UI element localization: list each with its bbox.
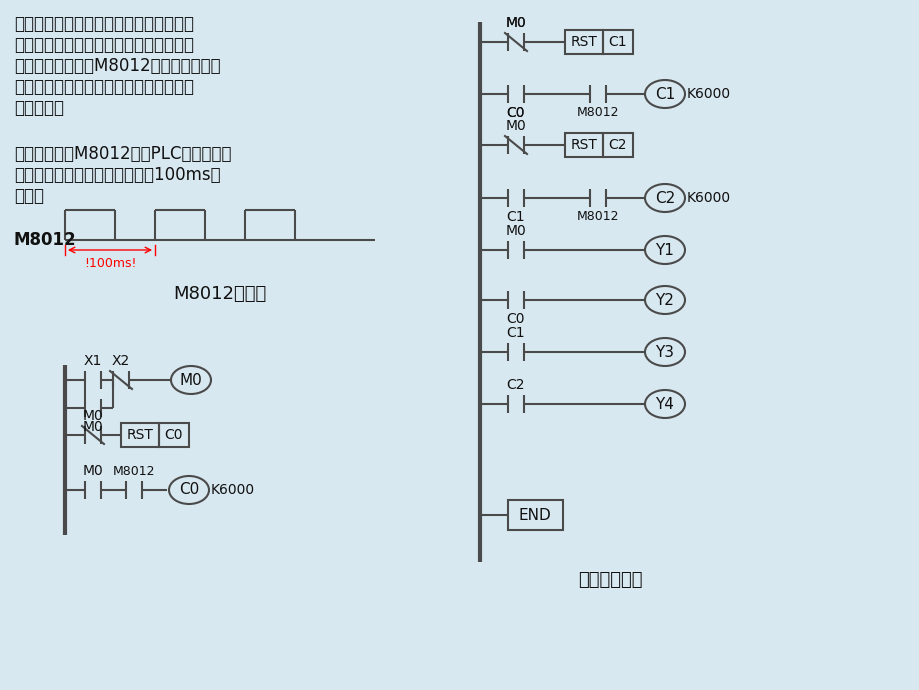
- Text: C2: C2: [654, 190, 675, 206]
- Text: 首先回忆一下M8012，当PLC上电后（不: 首先回忆一下M8012，当PLC上电后（不: [14, 145, 232, 163]
- Text: M0: M0: [505, 16, 526, 30]
- Text: M0: M0: [83, 464, 103, 478]
- Text: C0: C0: [506, 106, 525, 120]
- Bar: [602, 133, 632, 157]
- Text: M8012: M8012: [113, 465, 155, 478]
- Text: C0: C0: [506, 312, 525, 326]
- Bar: [602, 30, 632, 54]
- Text: 方波。: 方波。: [14, 187, 44, 205]
- Text: !100ms!: !100ms!: [84, 257, 136, 270]
- Text: RST: RST: [127, 428, 153, 442]
- Bar: [507, 500, 562, 530]
- Text: C2: C2: [506, 378, 525, 392]
- Text: C2: C2: [608, 138, 627, 152]
- Text: RST: RST: [570, 35, 596, 49]
- Text: K6000: K6000: [686, 87, 731, 101]
- Text: M0: M0: [505, 16, 526, 30]
- Text: C0: C0: [506, 106, 525, 120]
- Text: M8012: M8012: [576, 106, 618, 119]
- Text: M0: M0: [505, 224, 526, 238]
- Bar: [564, 133, 602, 157]
- Text: Y4: Y4: [655, 397, 674, 411]
- Text: M8012的时序: M8012的时序: [173, 285, 267, 303]
- Text: K6000: K6000: [210, 483, 255, 497]
- Text: C1: C1: [506, 326, 525, 340]
- Text: C1: C1: [506, 210, 525, 224]
- Text: C0: C0: [165, 428, 183, 442]
- Text: M8012: M8012: [14, 231, 76, 249]
- Bar: [564, 30, 602, 54]
- Bar: [121, 423, 159, 447]
- Text: C0: C0: [178, 482, 199, 497]
- Text: M0: M0: [179, 373, 202, 388]
- Text: 本例采用计数器对M8012内部时钟继电器: 本例采用计数器对M8012内部时钟继电器: [14, 57, 221, 75]
- Text: K6000: K6000: [686, 191, 731, 205]
- Text: RST: RST: [570, 138, 596, 152]
- Text: X2: X2: [112, 354, 130, 368]
- Text: C1: C1: [654, 86, 675, 101]
- Text: 方法二梯形图: 方法二梯形图: [577, 571, 641, 589]
- Text: M0: M0: [505, 119, 526, 133]
- Text: M8012: M8012: [576, 210, 618, 223]
- Text: END: END: [518, 508, 550, 522]
- Text: X1: X1: [84, 354, 102, 368]
- Text: 顺序起动。: 顺序起动。: [14, 99, 64, 117]
- Text: Y2: Y2: [655, 293, 674, 308]
- Text: M0: M0: [83, 409, 103, 423]
- Text: Y1: Y1: [655, 242, 674, 257]
- Bar: [159, 423, 188, 447]
- Text: C1: C1: [608, 35, 627, 49]
- Text: 进行发出的脉冲进行计数，完成电动机的: 进行发出的脉冲进行计数，完成电动机的: [14, 78, 194, 96]
- Text: 脉冲进行计数，可以实现定时器的功能。: 脉冲进行计数，可以实现定时器的功能。: [14, 36, 194, 54]
- Text: 方法二：前面已经讲过计数器能够对时钟: 方法二：前面已经讲过计数器能够对时钟: [14, 15, 194, 33]
- Text: M0: M0: [83, 420, 103, 434]
- Text: Y3: Y3: [654, 344, 674, 359]
- Text: 论是否运行），将自动产生周期100ms的: 论是否运行），将自动产生周期100ms的: [14, 166, 221, 184]
